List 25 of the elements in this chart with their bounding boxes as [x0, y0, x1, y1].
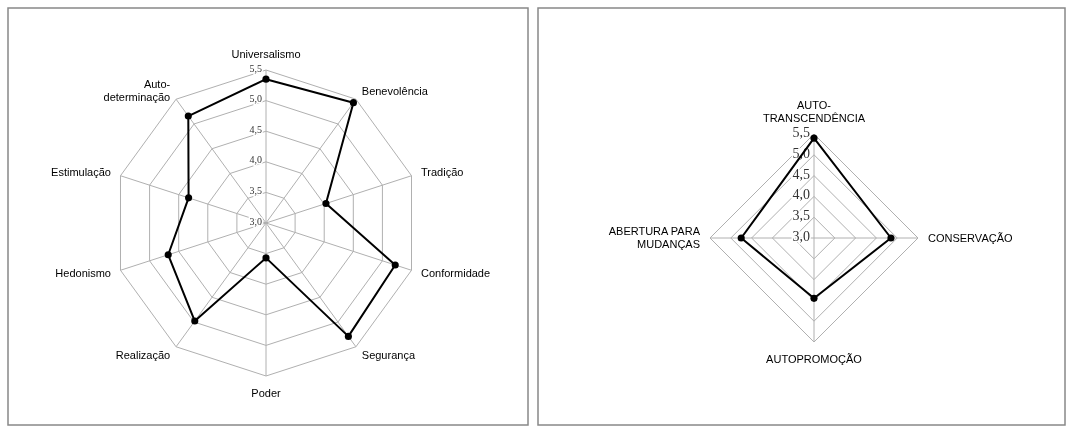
y-tick-label: 5,0 — [249, 93, 262, 105]
y-tick-label: 3,0 — [792, 228, 810, 244]
y-tick-label: 3,5 — [792, 208, 810, 224]
spoke-label: Benevolência — [361, 84, 429, 97]
spoke-label: Realização — [115, 348, 171, 361]
spoke-label: ABERTURA PARA MUDANÇAS — [608, 225, 701, 251]
spoke-label: Conformidade — [421, 267, 491, 280]
spoke-label: Poder — [251, 387, 282, 399]
spoke-label: Estimulação — [51, 166, 111, 179]
spoke-label: Tradição — [421, 166, 464, 179]
y-tick-label: 4,0 — [792, 187, 810, 203]
y-tick-label: 3,0 — [249, 215, 262, 227]
y-tick-label: 4,5 — [249, 123, 262, 135]
y-tick-label: 4,5 — [792, 166, 810, 182]
y-tick-label: 5,5 — [792, 124, 810, 140]
spoke-label: AUTOPROMOÇÃO — [766, 353, 863, 365]
spoke-label: AUTO- TRANSCENDÊNCIA — [762, 99, 866, 124]
y-tick-label: 5,5 — [249, 62, 262, 74]
y-tick-label: 4,0 — [249, 154, 262, 166]
spoke-label: Segurança — [361, 348, 416, 361]
y-tick-label: 3,5 — [249, 184, 262, 196]
spoke-label: CONSERVAÇÃO — [928, 231, 1013, 244]
spoke-label: Auto- determinação — [103, 78, 171, 104]
spoke-label: Hedonismo — [55, 267, 111, 280]
spoke-label: Universalismo — [231, 48, 301, 60]
